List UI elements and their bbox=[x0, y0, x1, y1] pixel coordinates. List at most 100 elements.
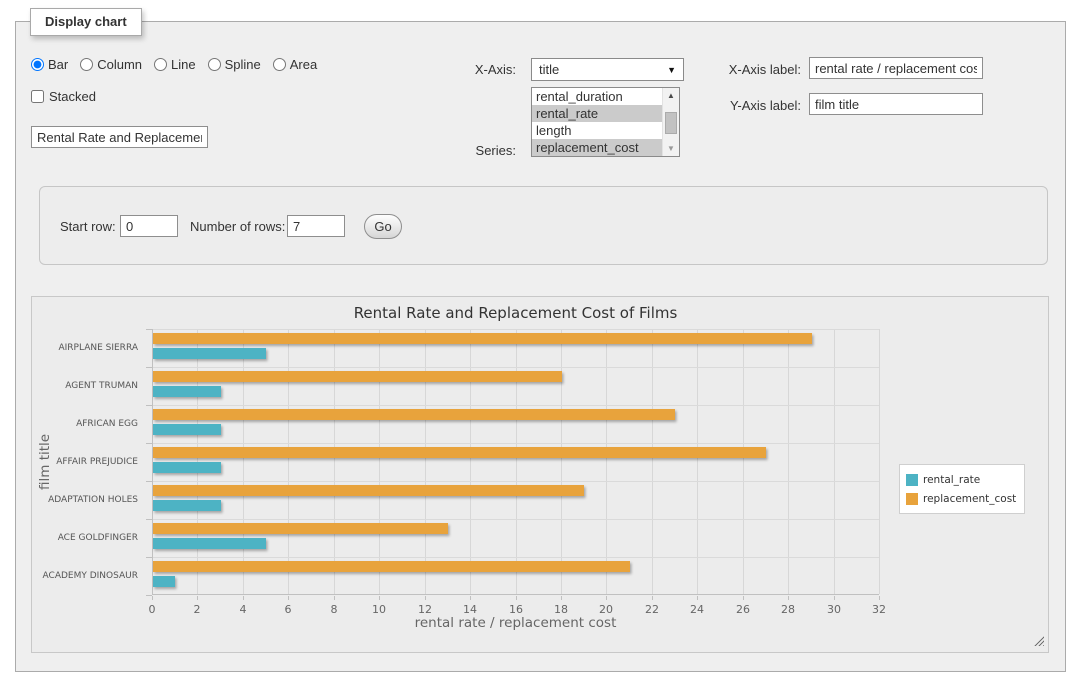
x-axis-tick bbox=[334, 596, 335, 600]
chart-container: Rental Rate and Replacement Cost of Film… bbox=[31, 296, 1049, 653]
x-axis-label-input[interactable] bbox=[809, 57, 983, 79]
num-rows-label: Number of rows: bbox=[190, 219, 285, 234]
series-listbox[interactable]: rental_durationrental_ratelengthreplacem… bbox=[531, 87, 680, 157]
chart-title: Rental Rate and Replacement Cost of Film… bbox=[152, 304, 879, 322]
series-option-rental_duration[interactable]: rental_duration bbox=[532, 88, 662, 105]
x-axis-select-label: X-Axis: bbox=[406, 62, 516, 77]
x-axis-tick bbox=[152, 596, 153, 600]
scroll-down-icon[interactable]: ▼ bbox=[663, 141, 679, 156]
y-axis-tick bbox=[146, 329, 152, 330]
gridline-x bbox=[652, 329, 653, 594]
legend-item-rental_rate[interactable]: rental_rate bbox=[906, 470, 1016, 489]
bar-rental_rate[interactable] bbox=[153, 348, 266, 359]
x-axis-tick bbox=[788, 596, 789, 600]
series-option-rental_rate[interactable]: rental_rate bbox=[532, 105, 662, 122]
scrollbar-thumb[interactable] bbox=[665, 112, 677, 134]
display-chart-panel: Display chart BarColumnLineSplineArea St… bbox=[15, 21, 1066, 672]
bar-rental_rate[interactable] bbox=[153, 462, 221, 473]
gridline-x bbox=[243, 329, 244, 594]
bar-replacement_cost[interactable] bbox=[153, 485, 584, 496]
bar-replacement_cost[interactable] bbox=[153, 523, 448, 534]
gridline-x bbox=[788, 329, 789, 594]
start-row-label: Start row: bbox=[60, 219, 116, 234]
series-scrollbar[interactable]: ▲ ▼ bbox=[662, 88, 679, 156]
series-option-replacement_cost[interactable]: replacement_cost bbox=[532, 139, 662, 156]
gridline-x bbox=[334, 329, 335, 594]
category-label: AIRPLANE SIERRA bbox=[32, 329, 145, 367]
legend-swatch-replacement_cost bbox=[906, 493, 918, 505]
gridline-y bbox=[153, 481, 879, 482]
gridline-y bbox=[153, 405, 879, 406]
y-axis-tick bbox=[146, 557, 152, 558]
series-options: rental_durationrental_ratelengthreplacem… bbox=[532, 88, 662, 156]
bar-replacement_cost[interactable] bbox=[153, 409, 675, 420]
chart-title-input[interactable] bbox=[31, 126, 208, 148]
x-axis-tick bbox=[425, 596, 426, 600]
chart-x-axis-title: rental rate / replacement cost bbox=[152, 615, 879, 631]
gridline-x bbox=[288, 329, 289, 594]
chart-type-label: Line bbox=[171, 57, 196, 72]
bar-replacement_cost[interactable] bbox=[153, 333, 812, 344]
x-axis-tick bbox=[561, 596, 562, 600]
series-option-length[interactable]: length bbox=[532, 122, 662, 139]
category-label: ADAPTATION HOLES bbox=[32, 481, 145, 519]
go-button[interactable]: Go bbox=[364, 214, 402, 239]
y-axis-label-input[interactable] bbox=[809, 93, 983, 115]
y-axis-tick bbox=[146, 443, 152, 444]
stacked-checkbox[interactable] bbox=[31, 90, 44, 103]
chart-type-radio-column[interactable] bbox=[80, 58, 93, 71]
gridline-x bbox=[606, 329, 607, 594]
bar-rental_rate[interactable] bbox=[153, 386, 221, 397]
num-rows-input[interactable] bbox=[287, 215, 345, 237]
gridline-x bbox=[516, 329, 517, 594]
stacked-label: Stacked bbox=[49, 89, 96, 104]
gridline-y bbox=[153, 329, 879, 330]
gridline-x bbox=[379, 329, 380, 594]
chart-type-radio-line[interactable] bbox=[154, 58, 167, 71]
scroll-up-icon[interactable]: ▲ bbox=[663, 88, 679, 103]
bar-rental_rate[interactable] bbox=[153, 576, 175, 587]
chart-type-option-bar[interactable]: Bar bbox=[31, 57, 68, 72]
x-axis-tick bbox=[879, 596, 880, 600]
chart-type-option-line[interactable]: Line bbox=[154, 57, 196, 72]
bar-rental_rate[interactable] bbox=[153, 500, 221, 511]
x-axis-select[interactable]: title ▼ bbox=[531, 58, 684, 81]
start-row-input[interactable] bbox=[120, 215, 178, 237]
bar-rental_rate[interactable] bbox=[153, 424, 221, 435]
series-select-label: Series: bbox=[406, 143, 516, 158]
x-axis-tick bbox=[243, 596, 244, 600]
category-label: ACADEMY DINOSAUR bbox=[32, 557, 145, 595]
gridline-x bbox=[425, 329, 426, 594]
category-label: AGENT TRUMAN bbox=[32, 367, 145, 405]
chart-type-option-spline[interactable]: Spline bbox=[208, 57, 261, 72]
legend-item-replacement_cost[interactable]: replacement_cost bbox=[906, 489, 1016, 508]
x-axis-selected-value: title bbox=[539, 62, 559, 77]
panel-legend-tab: Display chart bbox=[30, 8, 142, 36]
gridline-y bbox=[153, 557, 879, 558]
x-axis-label-field-label: X-Axis label: bbox=[691, 62, 801, 77]
chart-type-radio-group: Bar Column Line Spline Area bbox=[31, 57, 325, 72]
y-axis-tick bbox=[146, 405, 152, 406]
chart-type-label: Area bbox=[290, 57, 317, 72]
chart-type-radio-bar[interactable] bbox=[31, 58, 44, 71]
row-range-panel: Start row: Number of rows: Go bbox=[39, 186, 1048, 265]
bar-rental_rate[interactable] bbox=[153, 538, 266, 549]
legend-swatch-rental_rate bbox=[906, 474, 918, 486]
chart-type-option-column[interactable]: Column bbox=[80, 57, 142, 72]
category-label: AFFAIR PREJUDICE bbox=[32, 443, 145, 481]
x-axis-tick bbox=[197, 596, 198, 600]
bar-replacement_cost[interactable] bbox=[153, 447, 766, 458]
gridline-x bbox=[834, 329, 835, 594]
plot-area bbox=[152, 329, 879, 595]
bar-replacement_cost[interactable] bbox=[153, 371, 562, 382]
resize-handle-icon[interactable] bbox=[1033, 635, 1044, 646]
x-axis-tick bbox=[652, 596, 653, 600]
chart-type-option-area[interactable]: Area bbox=[273, 57, 317, 72]
x-axis-tick bbox=[834, 596, 835, 600]
chart-type-radio-area[interactable] bbox=[273, 58, 286, 71]
chart-type-label: Bar bbox=[48, 57, 68, 72]
y-axis-tick bbox=[146, 595, 152, 596]
bar-replacement_cost[interactable] bbox=[153, 561, 630, 572]
gridline-x bbox=[561, 329, 562, 594]
chart-type-radio-spline[interactable] bbox=[208, 58, 221, 71]
